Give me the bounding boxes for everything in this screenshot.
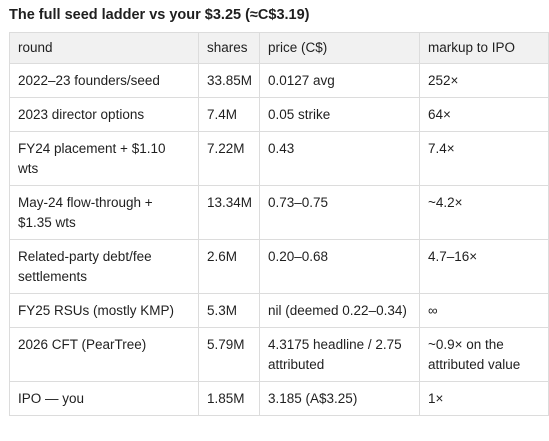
table-cell: 0.05 strike — [259, 97, 420, 132]
table-cell: 7.22M — [198, 131, 260, 186]
table-cell: May-24 flow-through + $1.35 wts — [9, 185, 199, 240]
table-cell: IPO — you — [9, 381, 199, 416]
title: The full seed ladder vs your $3.25 (≈C$3… — [9, 7, 310, 23]
table-cell: 33.85M — [198, 63, 260, 98]
table-row: 2023 director options 7.4M 0.05 strike 64× — [9, 97, 549, 132]
table-cell: 5.3M — [198, 293, 260, 328]
seed-table: round shares price (C$) markup to IPO 2022–… — [9, 32, 549, 416]
header-cell: round — [9, 32, 199, 64]
table-cell: 13.34M — [198, 185, 260, 240]
table-row: Related-party debt/fee settlements 2.6M 0.… — [9, 239, 549, 294]
table-cell: Related-party debt/fee settlements — [9, 239, 199, 294]
table-cell: 1.85M — [198, 381, 260, 416]
table-cell: 252× — [419, 63, 549, 98]
table-cell: 0.43 — [259, 131, 420, 186]
table-row: May-24 flow-through + $1.35 wts 13.34M 0.7… — [9, 185, 549, 240]
table-row: FY24 placement + $1.10 wts 7.22M 0.43 7.4× — [9, 131, 549, 186]
table-cell: 5.79M — [198, 327, 260, 382]
table-cell: ~0.9× on the attributed value — [419, 327, 549, 382]
table-cell: ~4.2× — [419, 185, 549, 240]
table-row: 2022–23 founders/seed 33.85M 0.0127 avg 252… — [9, 63, 549, 98]
table-cell: nil (deemed 0.22–0.34) — [259, 293, 420, 328]
table-cell: 2026 CFT (PearTree) — [9, 327, 199, 382]
table-cell: 2022–23 founders/seed — [9, 63, 199, 98]
table-row: FY25 RSUs (mostly KMP) 5.3M nil (deemed 0.… — [9, 293, 549, 328]
table-cell: 0.0127 avg — [259, 63, 420, 98]
table-cell: 3.185 (A$3.25) — [259, 381, 420, 416]
table-cell: 64× — [419, 97, 549, 132]
header-cell: markup to IPO — [419, 32, 549, 64]
table-cell: FY24 placement + $1.10 wts — [9, 131, 199, 186]
table-row: 2026 CFT (PearTree) 5.79M 4.3175 headline … — [9, 327, 549, 382]
header-row: round shares price (C$) markup to IPO — [9, 32, 549, 64]
table-cell: 0.73–0.75 — [259, 185, 420, 240]
header-cell: price (C$) — [259, 32, 420, 64]
table-cell: 4.3175 headline / 2.75 attributed — [259, 327, 420, 382]
header-cell: shares — [198, 32, 260, 64]
table-cell: 4.7–16× — [419, 239, 549, 294]
table-cell: 2.6M — [198, 239, 260, 294]
table-cell: 7.4× — [419, 131, 549, 186]
table-cell: ∞ — [419, 293, 549, 328]
table-cell: 7.4M — [198, 97, 260, 132]
table-row: IPO — you 1.85M 3.185 (A$3.25) 1× — [9, 381, 549, 416]
table-cell: 1× — [419, 381, 549, 416]
table-cell: 2023 director options — [9, 97, 199, 132]
table-cell: FY25 RSUs (mostly KMP) — [9, 293, 199, 328]
table-cell: 0.20–0.68 — [259, 239, 420, 294]
